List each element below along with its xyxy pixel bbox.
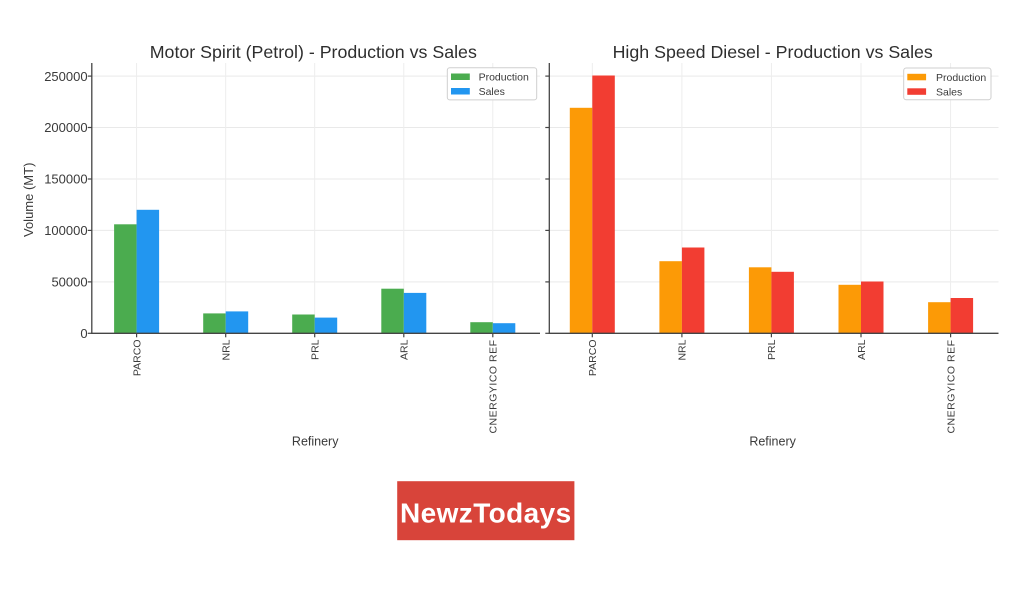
svg-text:PARCO: PARCO <box>587 340 599 377</box>
svg-text:PRL: PRL <box>766 339 778 360</box>
svg-text:Refinery: Refinery <box>749 435 796 449</box>
svg-text:Volume (MT): Volume (MT) <box>21 163 36 237</box>
svg-text:NRL: NRL <box>677 339 689 360</box>
svg-text:200000: 200000 <box>44 120 87 135</box>
svg-text:50000: 50000 <box>51 275 87 290</box>
svg-text:150000: 150000 <box>44 172 87 187</box>
svg-text:0: 0 <box>80 326 87 341</box>
svg-text:NewzTodays: NewzTodays <box>400 498 572 529</box>
svg-text:High Speed Diesel - Production: High Speed Diesel - Production vs Sales <box>613 42 933 62</box>
svg-text:PRL: PRL <box>310 339 322 360</box>
svg-text:ARL: ARL <box>399 339 411 360</box>
svg-text:250000: 250000 <box>44 69 87 84</box>
svg-text:Motor Spirit (Petrol) - Produc: Motor Spirit (Petrol) - Production vs Sa… <box>150 42 477 62</box>
svg-text:CNERGYICO REF: CNERGYICO REF <box>488 339 500 433</box>
svg-text:Sales: Sales <box>479 86 505 98</box>
svg-text:NRL: NRL <box>221 339 233 360</box>
svg-text:ARL: ARL <box>856 339 868 360</box>
svg-text:CNERGYICO REF: CNERGYICO REF <box>945 340 957 434</box>
svg-text:100000: 100000 <box>44 223 87 238</box>
svg-text:Production: Production <box>936 72 986 84</box>
svg-text:Sales: Sales <box>936 86 962 98</box>
svg-text:PARCO: PARCO <box>131 340 143 377</box>
svg-text:Refinery: Refinery <box>292 435 339 449</box>
svg-text:Production: Production <box>479 72 529 84</box>
